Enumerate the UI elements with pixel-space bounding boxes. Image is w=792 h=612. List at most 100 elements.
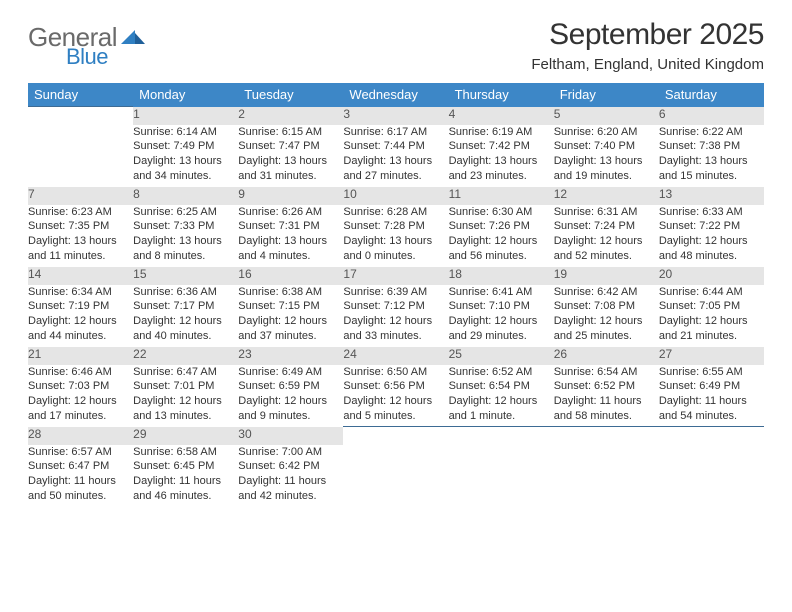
sunrise-line: Sunrise: 6:57 AM — [28, 445, 133, 460]
brand-text: General Blue — [28, 24, 117, 68]
sunset-line: Sunset: 7:42 PM — [449, 139, 554, 154]
day-number-cell: 6 — [659, 107, 764, 125]
daylight-line: Daylight: 13 hours and 15 minutes. — [659, 154, 764, 184]
day-number-cell: 24 — [343, 347, 448, 365]
sunset-line: Sunset: 7:03 PM — [28, 379, 133, 394]
sunrise-line: Sunrise: 6:23 AM — [28, 205, 133, 220]
day-header: Thursday — [449, 83, 554, 107]
day-header: Sunday — [28, 83, 133, 107]
day-header: Wednesday — [343, 83, 448, 107]
daylight-line: Daylight: 12 hours and 56 minutes. — [449, 234, 554, 264]
sunset-line: Sunset: 6:42 PM — [238, 459, 343, 474]
calendar-page: General Blue September 2025 Feltham, Eng… — [0, 0, 792, 612]
sunset-line: Sunset: 7:44 PM — [343, 139, 448, 154]
sunset-line: Sunset: 7:05 PM — [659, 299, 764, 314]
daylight-line: Daylight: 13 hours and 27 minutes. — [343, 154, 448, 184]
day-detail-cell — [659, 445, 764, 507]
day-number-cell: 28 — [28, 427, 133, 445]
day-detail-row: Sunrise: 6:34 AMSunset: 7:19 PMDaylight:… — [28, 285, 764, 347]
day-detail-cell — [554, 445, 659, 507]
sunrise-line: Sunrise: 6:22 AM — [659, 125, 764, 140]
day-detail-cell: Sunrise: 6:36 AMSunset: 7:17 PMDaylight:… — [133, 285, 238, 347]
day-detail-cell: Sunrise: 6:23 AMSunset: 7:35 PMDaylight:… — [28, 205, 133, 267]
day-detail-cell: Sunrise: 6:20 AMSunset: 7:40 PMDaylight:… — [554, 125, 659, 187]
day-detail-cell — [28, 125, 133, 187]
sunset-line: Sunset: 6:45 PM — [133, 459, 238, 474]
day-detail-cell: Sunrise: 6:54 AMSunset: 6:52 PMDaylight:… — [554, 365, 659, 427]
sunset-line: Sunset: 7:26 PM — [449, 219, 554, 234]
sunrise-line: Sunrise: 6:34 AM — [28, 285, 133, 300]
sunset-line: Sunset: 7:33 PM — [133, 219, 238, 234]
day-detail-cell: Sunrise: 6:19 AMSunset: 7:42 PMDaylight:… — [449, 125, 554, 187]
day-number-cell: 25 — [449, 347, 554, 365]
daylight-line: Daylight: 13 hours and 0 minutes. — [343, 234, 448, 264]
daylight-line: Daylight: 11 hours and 54 minutes. — [659, 394, 764, 424]
sunrise-line: Sunrise: 6:31 AM — [554, 205, 659, 220]
day-number-cell: 10 — [343, 187, 448, 205]
sunrise-line: Sunrise: 6:46 AM — [28, 365, 133, 380]
day-number-cell: 19 — [554, 267, 659, 285]
daylight-line: Daylight: 13 hours and 19 minutes. — [554, 154, 659, 184]
daylight-line: Daylight: 12 hours and 40 minutes. — [133, 314, 238, 344]
sunrise-line: Sunrise: 6:14 AM — [133, 125, 238, 140]
daylight-line: Daylight: 12 hours and 44 minutes. — [28, 314, 133, 344]
sunrise-line: Sunrise: 6:54 AM — [554, 365, 659, 380]
daylight-line: Daylight: 12 hours and 25 minutes. — [554, 314, 659, 344]
sunset-line: Sunset: 7:12 PM — [343, 299, 448, 314]
sunset-line: Sunset: 6:47 PM — [28, 459, 133, 474]
title-block: September 2025 Feltham, England, United … — [531, 18, 764, 73]
daylight-line: Daylight: 12 hours and 37 minutes. — [238, 314, 343, 344]
location-line: Feltham, England, United Kingdom — [531, 56, 764, 73]
sunset-line: Sunset: 7:49 PM — [133, 139, 238, 154]
day-number-cell: 2 — [238, 107, 343, 125]
day-number-cell: 27 — [659, 347, 764, 365]
sunset-line: Sunset: 6:49 PM — [659, 379, 764, 394]
day-number-row: 21222324252627 — [28, 347, 764, 365]
day-number-cell: 7 — [28, 187, 133, 205]
sunset-line: Sunset: 7:35 PM — [28, 219, 133, 234]
daylight-line: Daylight: 13 hours and 31 minutes. — [238, 154, 343, 184]
day-detail-cell: Sunrise: 6:55 AMSunset: 6:49 PMDaylight:… — [659, 365, 764, 427]
sunrise-line: Sunrise: 6:36 AM — [133, 285, 238, 300]
day-number-row: 14151617181920 — [28, 267, 764, 285]
daylight-line: Daylight: 12 hours and 13 minutes. — [133, 394, 238, 424]
daylight-line: Daylight: 12 hours and 52 minutes. — [554, 234, 659, 264]
day-detail-cell: Sunrise: 6:15 AMSunset: 7:47 PMDaylight:… — [238, 125, 343, 187]
daylight-line: Daylight: 13 hours and 34 minutes. — [133, 154, 238, 184]
sunset-line: Sunset: 6:59 PM — [238, 379, 343, 394]
day-number-cell: 5 — [554, 107, 659, 125]
day-number-cell: 18 — [449, 267, 554, 285]
day-number-cell: 9 — [238, 187, 343, 205]
day-number-cell: 12 — [554, 187, 659, 205]
sunrise-line: Sunrise: 6:25 AM — [133, 205, 238, 220]
sunrise-line: Sunrise: 6:19 AM — [449, 125, 554, 140]
day-detail-cell: Sunrise: 6:39 AMSunset: 7:12 PMDaylight:… — [343, 285, 448, 347]
sunset-line: Sunset: 6:56 PM — [343, 379, 448, 394]
sunrise-line: Sunrise: 6:47 AM — [133, 365, 238, 380]
day-header: Monday — [133, 83, 238, 107]
sunset-line: Sunset: 7:24 PM — [554, 219, 659, 234]
sunset-line: Sunset: 7:31 PM — [238, 219, 343, 234]
sunrise-line: Sunrise: 6:39 AM — [343, 285, 448, 300]
calendar-table: Sunday Monday Tuesday Wednesday Thursday… — [28, 83, 764, 507]
day-number-cell — [449, 427, 554, 445]
day-detail-cell: Sunrise: 6:38 AMSunset: 7:15 PMDaylight:… — [238, 285, 343, 347]
day-header-row: Sunday Monday Tuesday Wednesday Thursday… — [28, 83, 764, 107]
day-number-cell: 4 — [449, 107, 554, 125]
day-number-row: 123456 — [28, 107, 764, 125]
day-number-cell — [554, 427, 659, 445]
sunrise-line: Sunrise: 6:38 AM — [238, 285, 343, 300]
day-number-cell: 23 — [238, 347, 343, 365]
sunset-line: Sunset: 7:38 PM — [659, 139, 764, 154]
sunset-line: Sunset: 7:10 PM — [449, 299, 554, 314]
day-number-cell: 29 — [133, 427, 238, 445]
day-detail-cell: Sunrise: 6:30 AMSunset: 7:26 PMDaylight:… — [449, 205, 554, 267]
day-detail-cell: Sunrise: 6:33 AMSunset: 7:22 PMDaylight:… — [659, 205, 764, 267]
calendar-body: 123456Sunrise: 6:14 AMSunset: 7:49 PMDay… — [28, 107, 764, 507]
day-number-cell: 20 — [659, 267, 764, 285]
day-number-cell: 16 — [238, 267, 343, 285]
day-detail-cell: Sunrise: 6:57 AMSunset: 6:47 PMDaylight:… — [28, 445, 133, 507]
sunrise-line: Sunrise: 6:49 AM — [238, 365, 343, 380]
day-detail-cell: Sunrise: 6:46 AMSunset: 7:03 PMDaylight:… — [28, 365, 133, 427]
day-detail-cell: Sunrise: 6:49 AMSunset: 6:59 PMDaylight:… — [238, 365, 343, 427]
